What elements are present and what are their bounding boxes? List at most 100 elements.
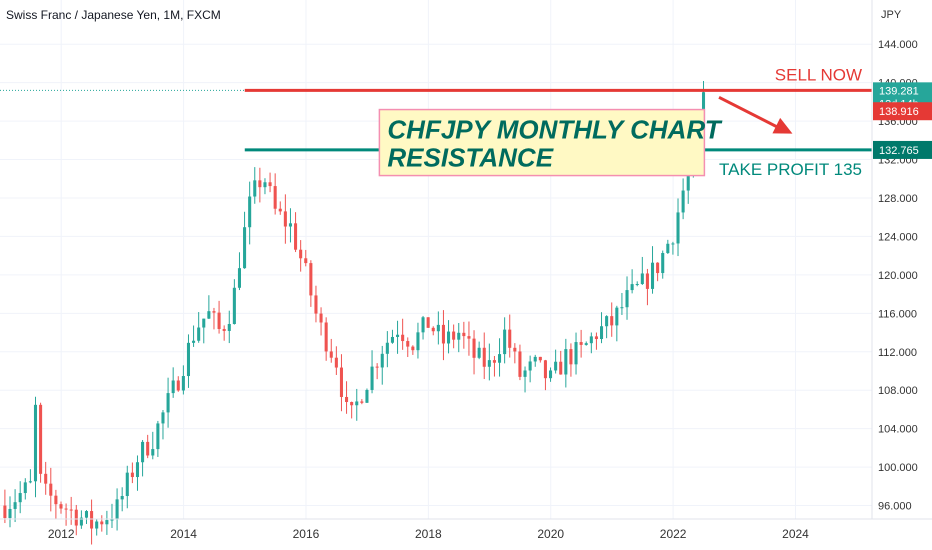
candle [171, 380, 175, 394]
y-tick-label: 100.000 [878, 462, 918, 474]
candle [385, 342, 389, 354]
y-tick-label: 112.000 [878, 347, 917, 359]
y-tick-label: 116.000 [878, 308, 917, 320]
y-tick-label: 108.000 [878, 385, 918, 397]
candle [161, 412, 165, 424]
candle [115, 499, 119, 520]
candle [645, 273, 649, 289]
candle [533, 356, 537, 362]
grid [0, 0, 872, 519]
candle [671, 243, 675, 245]
candle [482, 347, 486, 367]
currency-label: JPY [881, 9, 902, 21]
chart-title: Swiss Franc / Japanese Yen, 1M, FXCM [6, 8, 221, 22]
candle [151, 449, 155, 456]
candle [594, 336, 598, 340]
candle [345, 396, 349, 403]
candle [197, 327, 201, 341]
y-tick-label: 128.000 [878, 193, 918, 205]
candle [146, 441, 150, 456]
candle [84, 511, 89, 518]
candle [309, 263, 313, 296]
x-tick-label: 2020 [537, 527, 564, 541]
candle [288, 223, 292, 227]
candle [640, 273, 644, 284]
candle [538, 356, 542, 361]
candle [375, 366, 379, 368]
candle [253, 180, 257, 197]
candle [656, 262, 660, 274]
candle [452, 331, 456, 340]
candle [294, 223, 298, 250]
candle [3, 505, 7, 519]
candle [599, 326, 604, 340]
candle [564, 349, 568, 375]
candle [350, 402, 354, 406]
candle [186, 342, 191, 377]
sell-arrow-shaft [718, 96, 780, 129]
candle [100, 521, 104, 525]
candle [355, 401, 359, 406]
candle [620, 307, 624, 309]
candle [605, 316, 609, 327]
candle [426, 317, 430, 328]
candle [166, 393, 170, 413]
candle [212, 311, 216, 313]
last-price-value: 139.281 [879, 85, 919, 97]
x-tick-label: 2024 [782, 527, 809, 541]
candle [156, 423, 160, 450]
candle [222, 328, 226, 331]
candle [569, 349, 573, 365]
candle [584, 343, 588, 345]
candle [23, 482, 27, 494]
candle [39, 404, 43, 474]
candle [579, 342, 583, 345]
candle [33, 404, 38, 482]
candle [523, 370, 527, 377]
candle [508, 329, 512, 348]
y-tick-label: 96.000 [878, 501, 912, 513]
candle [625, 290, 629, 308]
candle [498, 354, 502, 363]
candle [64, 508, 68, 510]
candle [441, 324, 445, 344]
candle [370, 366, 374, 390]
candle [406, 341, 410, 347]
candle [319, 313, 323, 323]
candle [268, 182, 272, 187]
candle [304, 258, 308, 264]
candles [3, 80, 706, 545]
candle [90, 511, 94, 529]
candle [105, 520, 109, 525]
candle [396, 334, 400, 337]
candle [95, 521, 99, 529]
candle [416, 332, 420, 351]
candle [462, 332, 466, 337]
candle [263, 182, 267, 188]
candle [360, 401, 364, 403]
candle [135, 462, 140, 478]
sell-level-value: 138.916 [879, 106, 919, 118]
x-tick-label: 2016 [293, 527, 320, 541]
candle [554, 361, 558, 371]
candle [273, 186, 277, 209]
candle [74, 509, 78, 526]
candle [436, 324, 440, 332]
candle [202, 318, 206, 328]
candle [69, 509, 73, 511]
candle [248, 196, 252, 228]
candle [28, 481, 32, 483]
candle [559, 361, 563, 375]
candle [207, 311, 211, 319]
candle [18, 493, 22, 503]
candle [421, 317, 425, 333]
candle [125, 472, 129, 497]
candle [630, 284, 634, 291]
candle [243, 227, 247, 269]
candle [232, 287, 236, 324]
candle [278, 208, 282, 212]
candle [447, 331, 451, 344]
